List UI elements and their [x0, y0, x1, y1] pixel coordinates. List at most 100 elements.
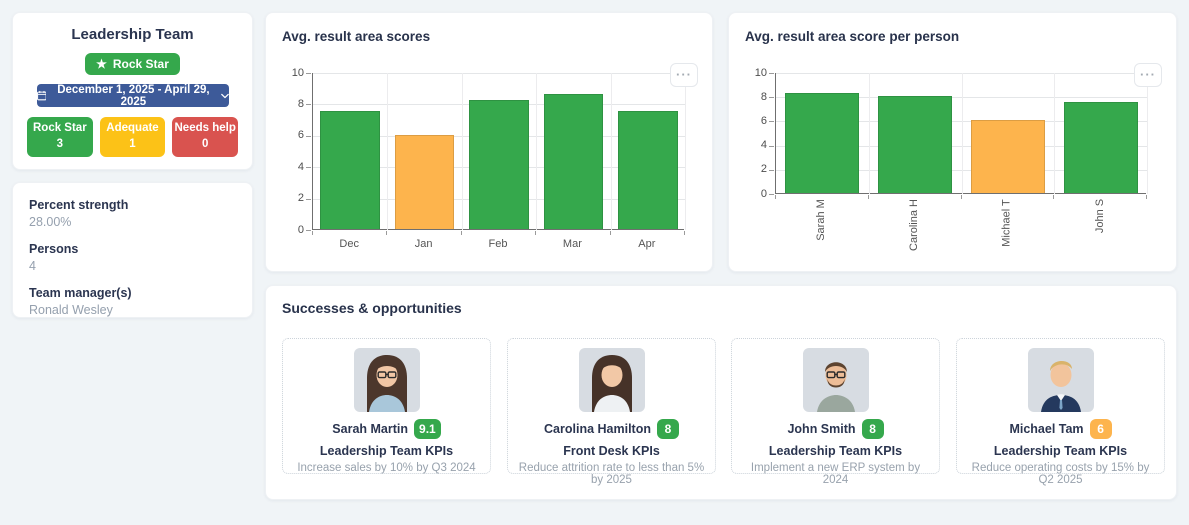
- stat-value: Ronald Wesley: [29, 303, 113, 317]
- y-tick-label: 4: [297, 160, 304, 173]
- y-tick-mark: [769, 97, 774, 99]
- y-tick-label: 2: [297, 192, 304, 205]
- y-tick-mark: [306, 230, 311, 231]
- plot-area: [775, 73, 1148, 194]
- x-tick-mark: [1053, 195, 1055, 199]
- success-card-john-smith[interactable]: John Smith 8 Leadership Team KPIs Implem…: [731, 338, 940, 486]
- bar-Dec: [320, 111, 380, 229]
- plot-area: [312, 73, 686, 230]
- chart-title: Avg. result area scores: [282, 29, 431, 44]
- calendar-icon: [36, 90, 47, 101]
- counter-value: 0: [201, 137, 209, 150]
- counter-label: Needs help: [174, 122, 236, 134]
- goal-text: Implement a new ERP system by 2024: [750, 462, 921, 486]
- counter-value: 3: [56, 137, 64, 150]
- successes-opportunities-card: Successes & opportunities Sarah Martin 9…: [265, 285, 1177, 500]
- stat-persons: Persons 4: [29, 242, 236, 273]
- counter-label: Rock Star: [32, 122, 87, 134]
- y-tick-label: 0: [297, 223, 304, 236]
- gridline-v: [868, 73, 870, 194]
- x-tick-label: Mar: [562, 238, 582, 250]
- avatar: [578, 348, 645, 412]
- ellipsis-menu-icon[interactable]: ···: [1134, 63, 1162, 87]
- stat-percent-strength: Percent strength 28.00%: [29, 198, 236, 229]
- y-tick-label: 8: [297, 97, 304, 110]
- x-tick-label: John S: [1093, 198, 1106, 234]
- y-tick-label: 2: [760, 163, 767, 176]
- gridline-v: [1147, 73, 1148, 194]
- chevron-down-icon: [220, 93, 229, 98]
- team-title: Leadership Team: [71, 26, 194, 43]
- x-tick-mark: [684, 231, 685, 235]
- y-tick-label: 6: [760, 114, 767, 127]
- x-tick-mark: [960, 195, 962, 199]
- x-tick-mark: [1146, 195, 1147, 199]
- y-tick-mark: [769, 73, 774, 74]
- score-badge: 6: [1089, 419, 1112, 439]
- gridline-h: [313, 73, 685, 74]
- gridline-v: [387, 73, 389, 230]
- bar-Sarah M: [785, 92, 860, 193]
- stat-label: Team manager(s): [29, 286, 132, 300]
- person-name: Michael Tam: [1009, 422, 1084, 436]
- score-badge: 8: [861, 419, 884, 439]
- ellipsis-menu-icon[interactable]: ···: [670, 63, 698, 87]
- counter-rock-star[interactable]: Rock Star 3: [27, 117, 93, 158]
- x-tick-mark: [312, 231, 313, 235]
- gridline-v: [461, 73, 463, 230]
- bar-chart-monthly: 0 2 4 6 8 10 Dec Jan Feb Mar Apr: [266, 13, 712, 271]
- y-tick-mark: [306, 135, 311, 137]
- x-tick-mark: [460, 231, 462, 235]
- y-tick-mark: [306, 104, 311, 106]
- stat-value: 28.00%: [29, 215, 72, 229]
- kpi-category: Front Desk KPIs: [563, 444, 660, 458]
- x-tick-mark: [609, 231, 611, 235]
- x-tick-label: Michael T: [1001, 198, 1014, 247]
- y-tick-label: 6: [297, 129, 304, 142]
- date-range-button[interactable]: December 1, 2025 - April 29, 2025: [36, 83, 229, 108]
- y-tick-mark: [769, 194, 774, 195]
- gridline-v: [610, 73, 612, 230]
- bar-John S: [1063, 102, 1138, 193]
- y-tick-label: 10: [754, 66, 767, 79]
- bar-Feb: [469, 100, 529, 229]
- status-counters: Rock Star 3 Adequate 1 Needs help 0: [27, 117, 239, 158]
- team-stats-card: Percent strength 28.00% Persons 4 Team m…: [12, 182, 253, 318]
- y-tick-mark: [306, 198, 311, 200]
- y-tick-mark: [306, 73, 311, 74]
- counter-value: 1: [129, 137, 136, 150]
- section-title: Successes & opportunities: [282, 300, 462, 316]
- y-tick-mark: [769, 121, 774, 123]
- avatar: [1027, 348, 1094, 412]
- success-card-michael-tam[interactable]: Michael Tam 6 Leadership Team KPIs Reduc…: [956, 338, 1165, 486]
- team-status-badge: ★ Rock Star: [85, 53, 180, 75]
- y-tick-label: 8: [760, 90, 767, 103]
- counter-adequate[interactable]: Adequate 1: [99, 117, 166, 158]
- y-tick-mark: [769, 145, 774, 147]
- x-tick-label: Apr: [638, 238, 656, 250]
- success-card-sarah-martin[interactable]: Sarah Martin 9.1 Leadership Team KPIs In…: [282, 338, 491, 474]
- x-tick-mark: [535, 231, 537, 235]
- person-name: John Smith: [787, 422, 856, 436]
- goal-text: Increase sales by 10% by Q3 2024: [297, 462, 476, 474]
- y-tick-mark: [769, 169, 774, 171]
- goal-text: Reduce operating costs by 15% by Q2 2025: [971, 462, 1150, 486]
- x-tick-label: Sarah M: [815, 199, 828, 241]
- gridline-v: [1054, 73, 1056, 194]
- chart-title: Avg. result area score per person: [745, 29, 960, 44]
- y-tick-label: 0: [760, 187, 767, 200]
- date-range-label: December 1, 2025 - April 29, 2025: [57, 83, 210, 108]
- counter-needs-help[interactable]: Needs help 0: [172, 117, 239, 158]
- x-tick-mark: [386, 231, 388, 235]
- avg-result-area-score-per-person-card: Avg. result area score per person ··· 0 2…: [728, 12, 1177, 272]
- score-badge: 9.1: [414, 419, 441, 439]
- success-card-carolina-hamilton[interactable]: Carolina Hamilton 8 Front Desk KPIs Redu…: [507, 338, 716, 486]
- stat-team-managers: Team manager(s) Ronald Wesley: [29, 286, 236, 317]
- gridline-v: [961, 73, 963, 194]
- goal-text: Reduce attrition rate to less than 5% by…: [518, 462, 705, 486]
- team-status-label: Rock Star: [112, 57, 169, 71]
- person-name: Sarah Martin: [332, 422, 409, 436]
- kpi-category: Leadership Team KPIs: [319, 444, 454, 458]
- avatar: [802, 348, 869, 412]
- x-tick-label: Carolina H: [908, 199, 921, 251]
